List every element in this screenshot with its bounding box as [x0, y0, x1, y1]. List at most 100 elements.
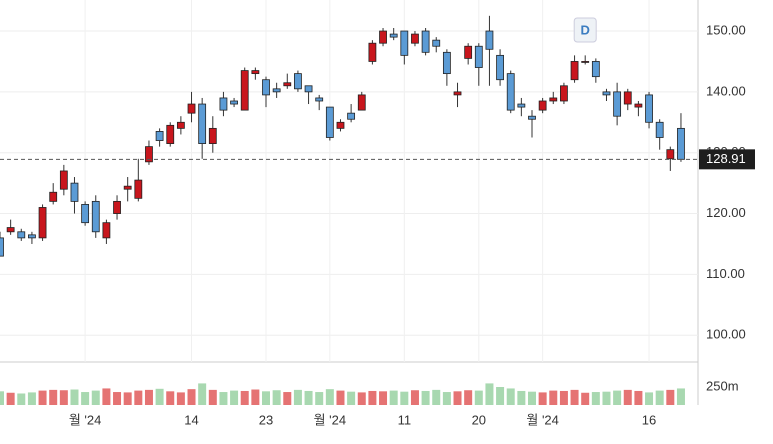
candle-body [176, 121, 185, 129]
candle-body [251, 70, 260, 75]
volume-bar [262, 391, 270, 405]
candle-body [59, 170, 68, 190]
candle-body [442, 51, 451, 75]
volume-bar [528, 391, 536, 405]
volume-bar [91, 390, 100, 405]
candle-body [485, 30, 494, 50]
last-price-box [699, 149, 755, 170]
volume-bar [38, 390, 47, 405]
candle-body [240, 70, 249, 111]
candle-body [325, 106, 334, 138]
volume-bar [400, 391, 409, 405]
candle-body [421, 30, 430, 53]
volume-tick-label: 250m [706, 378, 739, 393]
volume-bar [176, 392, 185, 405]
volume-bar [602, 391, 611, 405]
candle-body [49, 191, 58, 202]
x-tick-label: 23 [259, 412, 273, 427]
candle-body [528, 115, 536, 120]
candle-body [262, 79, 270, 96]
candle-body [17, 231, 26, 239]
x-tick-label: 월 '24 [526, 412, 559, 427]
volume-bar [634, 390, 643, 405]
candle-body [91, 200, 100, 233]
volume-bar [591, 392, 600, 405]
volume-bar [251, 389, 260, 405]
candle-body [368, 42, 377, 62]
candle-body [581, 61, 590, 63]
volume-bar [474, 390, 483, 405]
candle-body [315, 97, 324, 102]
x-tick-label: 11 [398, 412, 412, 427]
volume-bar [496, 387, 505, 405]
candle-body [145, 146, 153, 163]
volume-bar [17, 393, 26, 405]
volume-bar [517, 390, 526, 405]
candle-body [102, 222, 111, 239]
volume-bar [581, 392, 590, 405]
candle-body [155, 131, 164, 141]
candle-body [198, 103, 207, 144]
candle-body [6, 227, 15, 233]
y-tick-label: 150.00 [706, 22, 746, 37]
candle-body [666, 149, 675, 160]
candle-body [272, 88, 281, 93]
volume-bar [676, 388, 685, 405]
x-tick-label: 16 [642, 412, 656, 427]
volume-bar [198, 383, 207, 405]
volume-bar [272, 390, 281, 405]
candle-body [591, 61, 600, 78]
candle-body [0, 237, 4, 257]
candle-body [411, 33, 419, 44]
volume-bar [421, 390, 430, 405]
y-tick-label: 140.00 [706, 83, 746, 98]
candle-body [113, 200, 121, 214]
volume-bar [134, 390, 143, 405]
candle-body [357, 94, 366, 111]
volume-bar [453, 391, 462, 405]
candle-body [166, 124, 175, 144]
volume-bar [506, 388, 515, 405]
volume-bar [208, 389, 217, 405]
y-tick-label: 100.00 [706, 327, 746, 342]
y-tick-label: 110.00 [706, 266, 745, 281]
volume-bar [389, 390, 398, 405]
marker-label: D [581, 22, 590, 37]
volume-bar [113, 392, 122, 405]
volume-bar [325, 389, 334, 405]
volume-bar [81, 392, 90, 405]
volume-bar [6, 392, 15, 405]
candle-body [677, 127, 685, 160]
candle-body [496, 54, 504, 81]
volume-bar [219, 392, 228, 405]
volume-bar [70, 389, 79, 405]
volume-bar [623, 389, 632, 405]
candle-body [219, 97, 228, 111]
volume-bar [347, 391, 356, 405]
candle-body [623, 91, 632, 105]
candle-body [283, 82, 292, 87]
candle-body [634, 103, 643, 108]
volume-bar [645, 392, 654, 405]
candle-body [400, 30, 409, 56]
volume-bar [0, 391, 4, 405]
volume-bar [442, 392, 451, 405]
volume-bar [27, 392, 36, 405]
volume-bar [283, 392, 292, 405]
candle-body [379, 30, 387, 44]
candle-body [134, 179, 143, 199]
x-tick-label: 월 '24 [314, 412, 347, 427]
volume-bar [549, 390, 558, 405]
volume-bar [230, 390, 239, 405]
volume-bar [559, 390, 568, 405]
volume-bar [613, 390, 622, 405]
volume-bar [538, 392, 547, 405]
volume-bar [315, 392, 324, 405]
volume-bar [293, 389, 302, 405]
candle-body [655, 121, 664, 138]
candle-body [187, 103, 196, 114]
candle-body [538, 100, 547, 111]
candle-body [28, 234, 36, 239]
volume-bar [166, 391, 175, 405]
